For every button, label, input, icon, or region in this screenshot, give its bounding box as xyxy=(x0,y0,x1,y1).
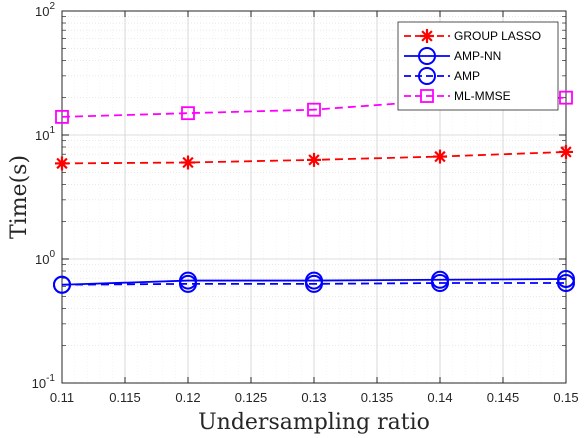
data-point xyxy=(179,274,197,293)
legend-item: GROUP LASSO xyxy=(404,29,541,43)
data-point xyxy=(559,144,573,159)
y-tick-label: 10-1 xyxy=(32,373,56,391)
data-point xyxy=(431,274,449,293)
data-point xyxy=(181,155,195,170)
legend-label: AMP xyxy=(454,69,480,83)
legend-item: ML-MMSE xyxy=(404,89,511,103)
legend: GROUP LASSO AMP-NN AMP ML-MMSE xyxy=(397,21,559,111)
legend-item: AMP-NN xyxy=(404,47,501,65)
x-tick-label: 0.115 xyxy=(109,390,141,405)
series-layer xyxy=(53,90,575,294)
data-point xyxy=(53,275,71,294)
y-axis-label: Time(s) xyxy=(7,155,32,239)
legend-label: ML-MMSE xyxy=(454,89,511,103)
data-point xyxy=(55,156,69,171)
data-point xyxy=(557,274,575,293)
y-tick-label: 102 xyxy=(35,1,55,19)
series-line xyxy=(61,282,566,286)
x-tick-label: 0.13 xyxy=(301,390,326,405)
x-tick-label: 0.11 xyxy=(50,390,74,405)
data-point xyxy=(55,109,69,124)
data-point xyxy=(305,274,323,293)
x-tick-label: 0.14 xyxy=(427,390,452,405)
legend-marker xyxy=(418,47,436,65)
y-tick-label: 101 xyxy=(35,125,55,143)
data-point xyxy=(307,102,321,117)
series-amp xyxy=(53,274,575,294)
x-axis-label: Undersampling ratio xyxy=(198,410,430,435)
data-point xyxy=(307,152,321,167)
legend-label: GROUP LASSO xyxy=(454,29,541,43)
y-axis-ticks: 10-1 100 101 102 xyxy=(32,1,566,391)
legend-label: AMP-NN xyxy=(454,49,501,63)
y-tick-label: 100 xyxy=(35,249,55,267)
data-point xyxy=(559,90,573,105)
legend-marker xyxy=(420,29,434,43)
x-tick-label: 0.135 xyxy=(361,390,394,405)
data-point xyxy=(433,149,447,164)
x-tick-label: 0.145 xyxy=(487,390,520,405)
legend-marker xyxy=(418,67,436,85)
x-tick-label: 0.12 xyxy=(175,390,200,405)
x-axis-ticks: 0.11 0.115 0.12 0.125 0.13 0.135 0.14 0.145 0.15 xyxy=(50,11,579,405)
series-line xyxy=(61,278,567,286)
legend-marker xyxy=(420,89,434,103)
series-group-lasso xyxy=(55,144,573,171)
legend-item: AMP xyxy=(404,67,480,85)
data-point xyxy=(181,106,195,121)
x-tick-label: 0.15 xyxy=(553,390,578,405)
x-tick-label: 0.125 xyxy=(235,390,268,405)
